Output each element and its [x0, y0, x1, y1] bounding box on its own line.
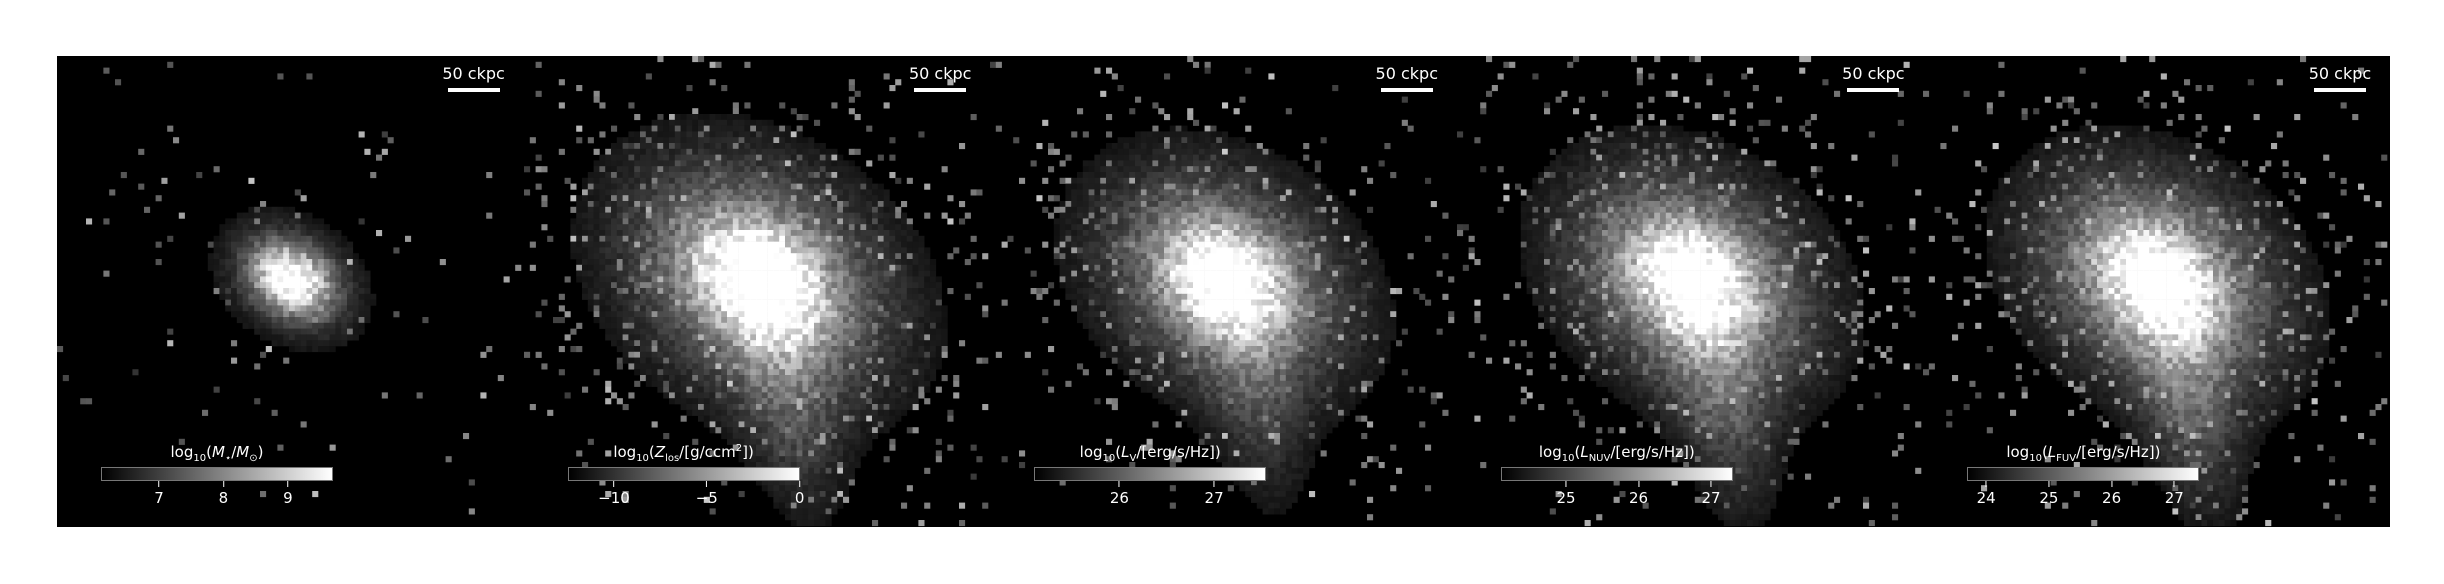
colorbar-tick: 7 [154, 481, 164, 507]
colorbar-tick-mark [2048, 481, 2050, 487]
colorbar-tick-label: 27 [1701, 489, 1721, 507]
colorbar-tick-mark [1565, 481, 1567, 487]
colorbar-tick: 8 [218, 481, 229, 507]
scale-bar-line [447, 88, 500, 92]
scale-bar: 50 ckpc [1376, 64, 1438, 92]
colorbar-tick: 26 [1629, 481, 1648, 507]
colorbar-tick-mark [2173, 481, 2175, 487]
intensity-map [57, 61, 522, 515]
colorbar-tick-mark [287, 481, 289, 487]
panel-v-luminosity: 50 ckpc log10(LV/[erg/s/Hz]) 26 27 [990, 56, 1457, 527]
scale-bar-label: 50 ckpc [442, 64, 505, 83]
colorbar-tick-label: 26 [1109, 489, 1129, 507]
panel-stellar-mass: 50 ckpc log10(M⋆/M⊙) 7 8 9 [57, 56, 524, 527]
colorbar-tick-mark [1638, 481, 1640, 487]
colorbar-title: log10(LFUV/[erg/s/Hz]) [2006, 443, 2161, 464]
scale-bar-label: 50 ckpc [908, 64, 972, 83]
colorbar-tick-mark [2111, 481, 2113, 487]
colorbar-tick: 27 [1205, 481, 1224, 507]
colorbar-tick: 27 [1701, 481, 1721, 507]
colorbar-tick-mark [158, 481, 160, 487]
scale-bar-line [1847, 88, 1900, 92]
colorbar-tick-mark [1985, 481, 1987, 487]
scale-bar-line [1380, 88, 1433, 92]
scale-bar: 50 ckpc [2309, 64, 2371, 92]
colorbar-tick-label: −10 [598, 489, 630, 507]
panel-nuv-luminosity: 50 ckpc log10(LNUV/[erg/s/Hz]) 25 26 27 [1456, 56, 1924, 527]
colorbar-tick-label: 27 [1204, 489, 1224, 507]
colorbar-tick-label: −5 [695, 489, 718, 507]
colorbar-tick-label: 7 [154, 489, 164, 507]
scale-bar: 50 ckpc [1842, 64, 1905, 92]
colorbar-gradient [1967, 467, 2200, 481]
scale-bar: 50 ckpc [909, 64, 971, 92]
scale-bar-line [914, 88, 967, 92]
colorbar-tick-label: 25 [1556, 489, 1576, 507]
colorbar-gradient [567, 467, 800, 481]
colorbar-title: log10(Zlos/[g/ccm2]) [613, 443, 754, 464]
colorbar-tick-label: 27 [2164, 489, 2184, 507]
colorbar-tick-mark [799, 481, 801, 487]
colorbar-tick: 26 [2102, 481, 2121, 507]
colorbar-tick: 25 [1556, 481, 1576, 507]
colorbar-gradient [1034, 467, 1267, 481]
panel-metallicity: 50 ckpc log10(Zlos/[g/ccm2]) −10 −5 0 [523, 56, 991, 527]
colorbar-tick: 27 [2165, 481, 2184, 507]
colorbar-title: log10(LV/[erg/s/Hz]) [1079, 443, 1221, 464]
colorbar-tick-mark [222, 481, 224, 487]
intensity-map [990, 56, 1455, 521]
colorbar-tick-label: 25 [2039, 489, 2059, 507]
colorbar-tick-mark [1118, 481, 1120, 487]
colorbar-tick-label: 24 [1976, 489, 1996, 507]
colorbar-tick: 26 [1110, 481, 1129, 507]
colorbar-tick-label: 26 [2102, 489, 2122, 507]
scale-bar-line [2313, 88, 2366, 92]
colorbar-tick-mark [706, 481, 708, 487]
colorbar-tick: 25 [2039, 481, 2058, 507]
colorbar-tick: 24 [1977, 481, 1996, 507]
intensity-map [523, 56, 988, 527]
intensity-map [1456, 56, 1922, 527]
panel-fuv-luminosity: 50 ckpc log10(LFUV/[erg/s/Hz]) 24 25 26 27 [1923, 56, 2390, 527]
scale-bar-label: 50 ckpc [1375, 64, 1439, 83]
colorbar-tick-mark [1213, 481, 1215, 487]
image-strip: 50 ckpc log10(M⋆/M⊙) 7 8 9 50 ckpc log10(Zlos… [57, 56, 2390, 527]
scale-bar: 50 ckpc [442, 64, 505, 92]
colorbar-gradient [101, 467, 333, 481]
colorbar-tick: 9 [283, 481, 293, 507]
colorbar-gradient [1500, 467, 1733, 481]
colorbar-tick-mark [1710, 481, 1712, 487]
colorbar-title: log10(LNUV/[erg/s/Hz]) [1538, 443, 1695, 464]
scale-bar-label: 50 ckpc [2308, 64, 2372, 83]
intensity-map [1923, 56, 2388, 527]
colorbar-tick-label: 9 [283, 489, 293, 507]
scale-bar-label: 50 ckpc [1842, 64, 1905, 83]
colorbar-tick-mark [613, 481, 615, 487]
colorbar-tick-label: 0 [794, 489, 805, 507]
colorbar-tick: 0 [794, 481, 805, 507]
colorbar-title: log10(M⋆/M⊙) [170, 443, 264, 464]
colorbar-tick: −5 [696, 481, 718, 507]
colorbar-tick-label: 8 [218, 489, 229, 507]
colorbar-tick-label: 26 [1628, 489, 1649, 507]
colorbar-tick: −10 [598, 481, 630, 507]
